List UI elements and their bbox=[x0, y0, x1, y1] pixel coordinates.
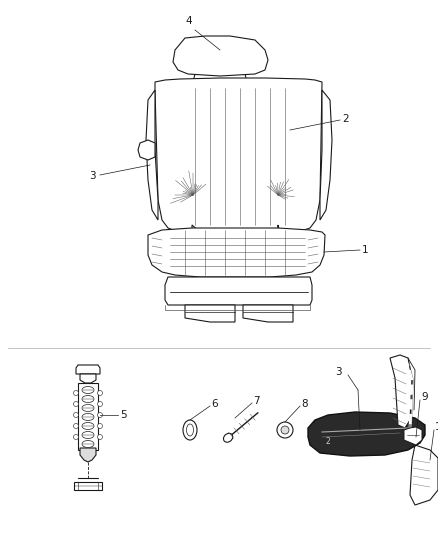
Text: 1: 1 bbox=[362, 245, 369, 255]
Ellipse shape bbox=[98, 434, 102, 440]
Ellipse shape bbox=[98, 424, 102, 429]
Polygon shape bbox=[173, 36, 268, 76]
Polygon shape bbox=[155, 78, 322, 235]
Polygon shape bbox=[320, 90, 332, 220]
Text: 3: 3 bbox=[336, 367, 342, 377]
Polygon shape bbox=[138, 140, 155, 160]
Ellipse shape bbox=[223, 433, 233, 442]
Ellipse shape bbox=[82, 386, 94, 393]
Ellipse shape bbox=[82, 395, 94, 402]
Text: 6: 6 bbox=[211, 399, 218, 409]
Polygon shape bbox=[74, 482, 102, 490]
Polygon shape bbox=[308, 412, 425, 456]
Ellipse shape bbox=[74, 391, 78, 395]
Ellipse shape bbox=[98, 413, 102, 417]
Text: 3: 3 bbox=[89, 171, 96, 181]
Text: 9: 9 bbox=[421, 392, 427, 402]
Text: 5: 5 bbox=[120, 410, 127, 420]
Ellipse shape bbox=[187, 424, 194, 436]
Text: 8: 8 bbox=[301, 399, 307, 409]
Polygon shape bbox=[243, 305, 293, 322]
Ellipse shape bbox=[82, 440, 94, 448]
Polygon shape bbox=[410, 445, 438, 505]
Ellipse shape bbox=[98, 401, 102, 407]
Polygon shape bbox=[146, 90, 158, 220]
Ellipse shape bbox=[82, 414, 94, 421]
Polygon shape bbox=[404, 427, 422, 445]
Ellipse shape bbox=[277, 422, 293, 438]
Polygon shape bbox=[80, 374, 96, 383]
Polygon shape bbox=[78, 383, 98, 450]
Polygon shape bbox=[76, 365, 100, 374]
Ellipse shape bbox=[82, 432, 94, 439]
Text: 2: 2 bbox=[342, 114, 349, 124]
Polygon shape bbox=[390, 355, 412, 428]
Polygon shape bbox=[80, 448, 96, 462]
Text: 10: 10 bbox=[435, 422, 438, 432]
Ellipse shape bbox=[74, 434, 78, 440]
Ellipse shape bbox=[98, 391, 102, 395]
Ellipse shape bbox=[74, 413, 78, 417]
Polygon shape bbox=[148, 228, 325, 277]
Ellipse shape bbox=[281, 426, 289, 434]
Polygon shape bbox=[185, 305, 235, 322]
Ellipse shape bbox=[183, 420, 197, 440]
Ellipse shape bbox=[74, 424, 78, 429]
Text: 7: 7 bbox=[253, 396, 260, 406]
Ellipse shape bbox=[82, 423, 94, 430]
Text: 4: 4 bbox=[185, 16, 192, 26]
Ellipse shape bbox=[74, 401, 78, 407]
Text: 2: 2 bbox=[325, 438, 330, 447]
Ellipse shape bbox=[82, 405, 94, 411]
Polygon shape bbox=[165, 277, 312, 305]
